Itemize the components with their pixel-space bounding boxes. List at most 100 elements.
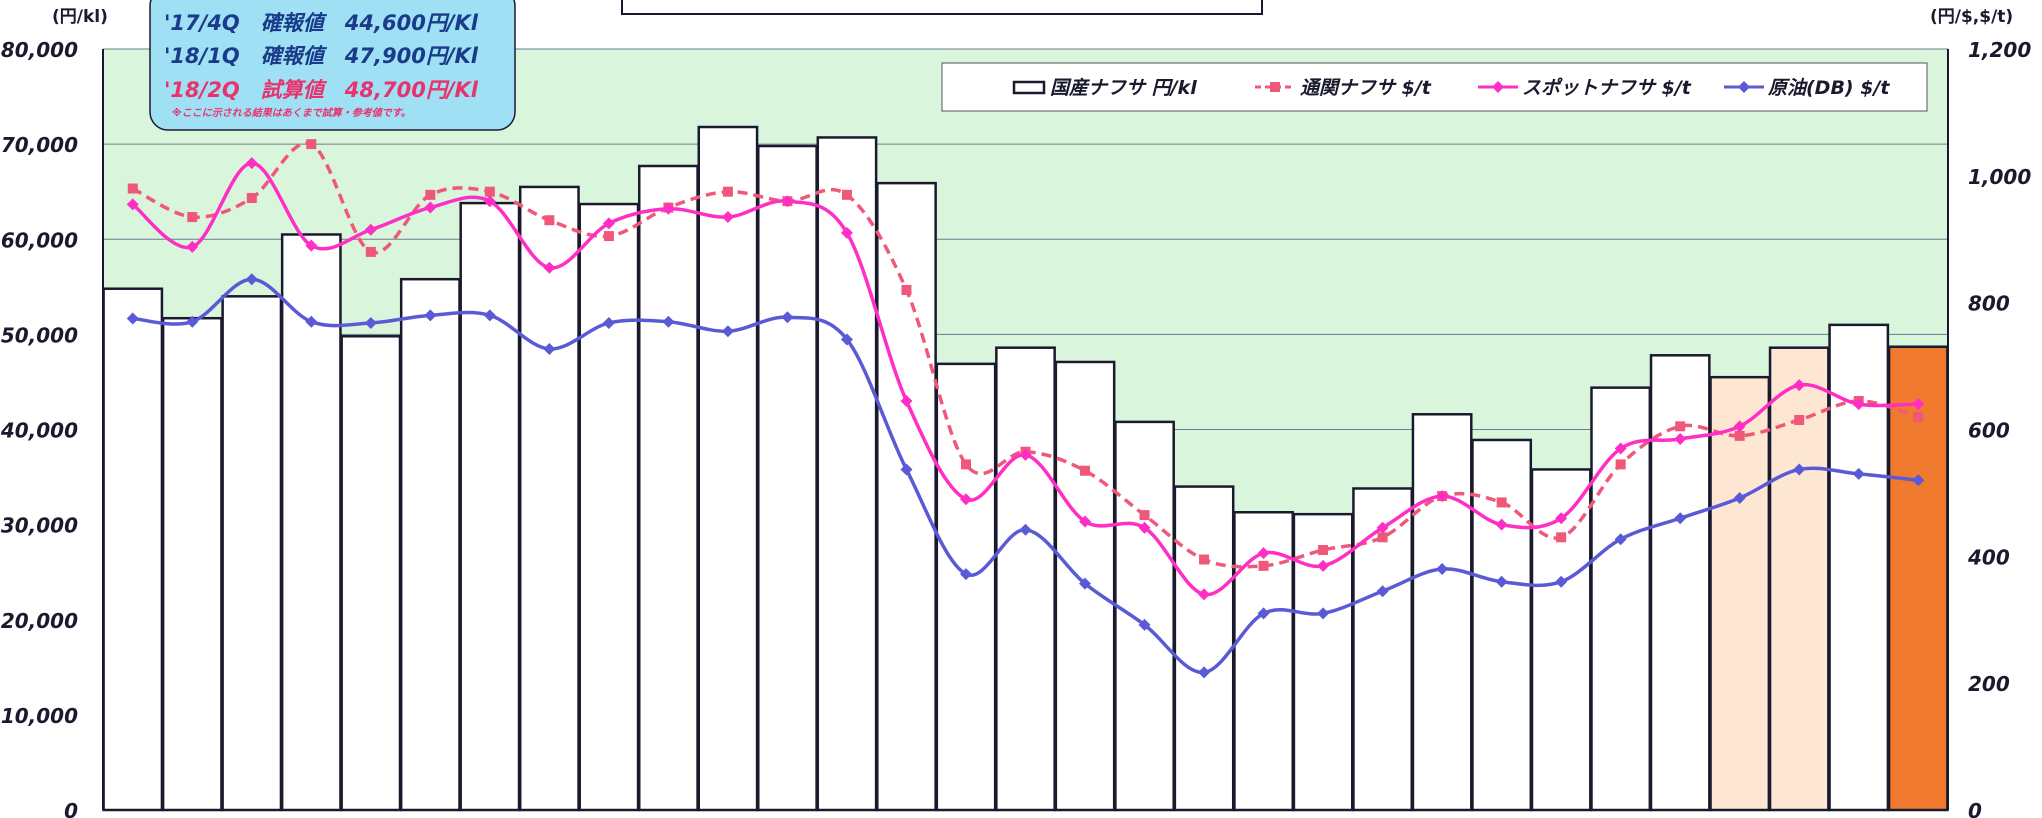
info-box: '17/4Q 確報値 44,600円/Kl '18/1Q 確報値 47,900円… (149, 0, 516, 131)
tsukan-naphtha-point (1556, 532, 1567, 543)
crude-oil-point (662, 315, 675, 328)
left-axis-unit: (円/kl) (52, 7, 108, 27)
spot-naphtha-point (1555, 512, 1568, 525)
spot-naphtha-point (1852, 398, 1865, 411)
bar (340, 335, 402, 812)
spot-naphtha-point (245, 157, 258, 170)
crude-oil-point (1614, 533, 1627, 546)
spot-naphtha-point (1376, 521, 1389, 534)
tsukan-naphtha-point (1258, 560, 1269, 571)
bar (935, 362, 997, 812)
crude-oil-point (364, 316, 377, 329)
tsukan-naphtha-point (127, 183, 138, 194)
bar (1114, 420, 1175, 812)
crude-oil-point (543, 342, 556, 355)
spot-naphtha-point (959, 493, 972, 506)
right-tick-label: 200 (1968, 672, 2010, 696)
spot-naphtha-point (1198, 588, 1211, 601)
spot-naphtha-point (1079, 515, 1092, 528)
crude-oil-point (1733, 491, 1746, 504)
crude-oil-point (1674, 512, 1687, 525)
spot-naphtha-point (900, 394, 913, 407)
bar (1471, 438, 1533, 812)
tsukan-naphtha-point (1496, 497, 1507, 508)
legend-marker-spot (1492, 81, 1504, 93)
bar (221, 295, 283, 812)
crude-oil-point (721, 325, 734, 338)
crude-oil-point (1495, 575, 1508, 588)
tsukan-naphtha-point (1794, 414, 1805, 425)
bar (518, 185, 580, 812)
bar (1292, 512, 1354, 812)
bar (757, 144, 818, 812)
crude-oil-point (1019, 523, 1032, 536)
spot-naphtha-line (131, 161, 1919, 597)
left-tick-label: 30,000 (1, 514, 78, 538)
left-tick-label: 20,000 (1, 609, 78, 633)
spot-naphtha-point (305, 239, 318, 252)
bar (697, 125, 759, 812)
tsukan-naphtha-point (1318, 544, 1329, 555)
legend-label-tsukan: 通関ナフサ $/t (1300, 77, 1432, 99)
spot-naphtha-point (1019, 448, 1032, 461)
tsukan-naphtha-point (1675, 421, 1686, 432)
spot-naphtha-point (543, 261, 556, 274)
bar (1173, 485, 1235, 812)
spot-naphtha-point (1793, 379, 1806, 392)
spot-naphtha-point (1614, 442, 1627, 455)
legend-marker-crude (1738, 81, 1750, 93)
crude-oil-point (1793, 463, 1806, 476)
tsukan-naphtha-point (1377, 532, 1388, 543)
crude-oil-point (1198, 666, 1211, 679)
spot-naphtha-point (1436, 490, 1449, 503)
tsukan-naphtha-point (1080, 465, 1091, 476)
legend-label-crude: 原油(DB) $/t (1767, 77, 1890, 99)
crude-oil-point (1436, 563, 1449, 576)
tsukan-naphtha-point (544, 215, 555, 226)
spot-naphtha-point (1317, 559, 1330, 572)
right-tick-label: 400 (1967, 545, 2010, 569)
left-tick-label: 50,000 (1, 323, 78, 347)
spot-naphtha-point (186, 240, 199, 253)
spot-naphtha-point (424, 201, 437, 214)
tsukan-naphtha-point (1199, 554, 1210, 565)
right-tick-label: 800 (1968, 292, 2010, 316)
crude-oil-point (1852, 467, 1865, 480)
spot-naphtha-point (1733, 420, 1746, 433)
legend-label-bar: 国産ナフサ 円/kl (1050, 77, 1197, 99)
spot-naphtha-point (602, 217, 615, 230)
spot-naphtha-point (840, 226, 853, 239)
bar (102, 287, 164, 812)
tsukan-naphtha-point (1913, 411, 1924, 422)
crude-oil-point (424, 309, 437, 322)
crude-oil-point (1912, 474, 1925, 487)
crude-oil-point (900, 463, 913, 476)
crude-oil-point (1317, 607, 1330, 620)
spot-naphtha-point (483, 195, 496, 208)
spot-naphtha-point (1674, 433, 1687, 446)
tsukan-naphtha-point (484, 186, 495, 197)
bar (637, 164, 699, 812)
spot-naphtha-point (1912, 398, 1925, 411)
tsukan-naphtha-point (1734, 430, 1745, 441)
bar (280, 233, 342, 812)
legend-label-spot: スポットナフサ $/t (1522, 77, 1692, 99)
right-axis-unit: (円/$,$/t) (1930, 7, 2013, 27)
title-box-fragment (621, 0, 1263, 15)
crude-oil-point (126, 312, 139, 325)
line-series (126, 139, 1925, 679)
crude-oil-point (781, 311, 794, 324)
right-tick-label: 600 (1968, 419, 2010, 443)
tsukan-naphtha-line (131, 141, 1919, 569)
crude-oil-point (959, 568, 972, 581)
spot-naphtha-point (662, 202, 675, 215)
left-axis-ticks: 0 10,000 20,000 30,000 40,000 50,000 60,000 70,… (0, 38, 78, 818)
crude-oil-point (186, 315, 199, 328)
tsukan-naphtha-point (722, 186, 733, 197)
bar (161, 316, 223, 812)
left-tick-label: 80,000 (1, 38, 78, 62)
crude-oil-point (483, 309, 496, 322)
legend-marker-tsukan (1270, 82, 1280, 92)
tsukan-naphtha-point (1615, 459, 1626, 470)
